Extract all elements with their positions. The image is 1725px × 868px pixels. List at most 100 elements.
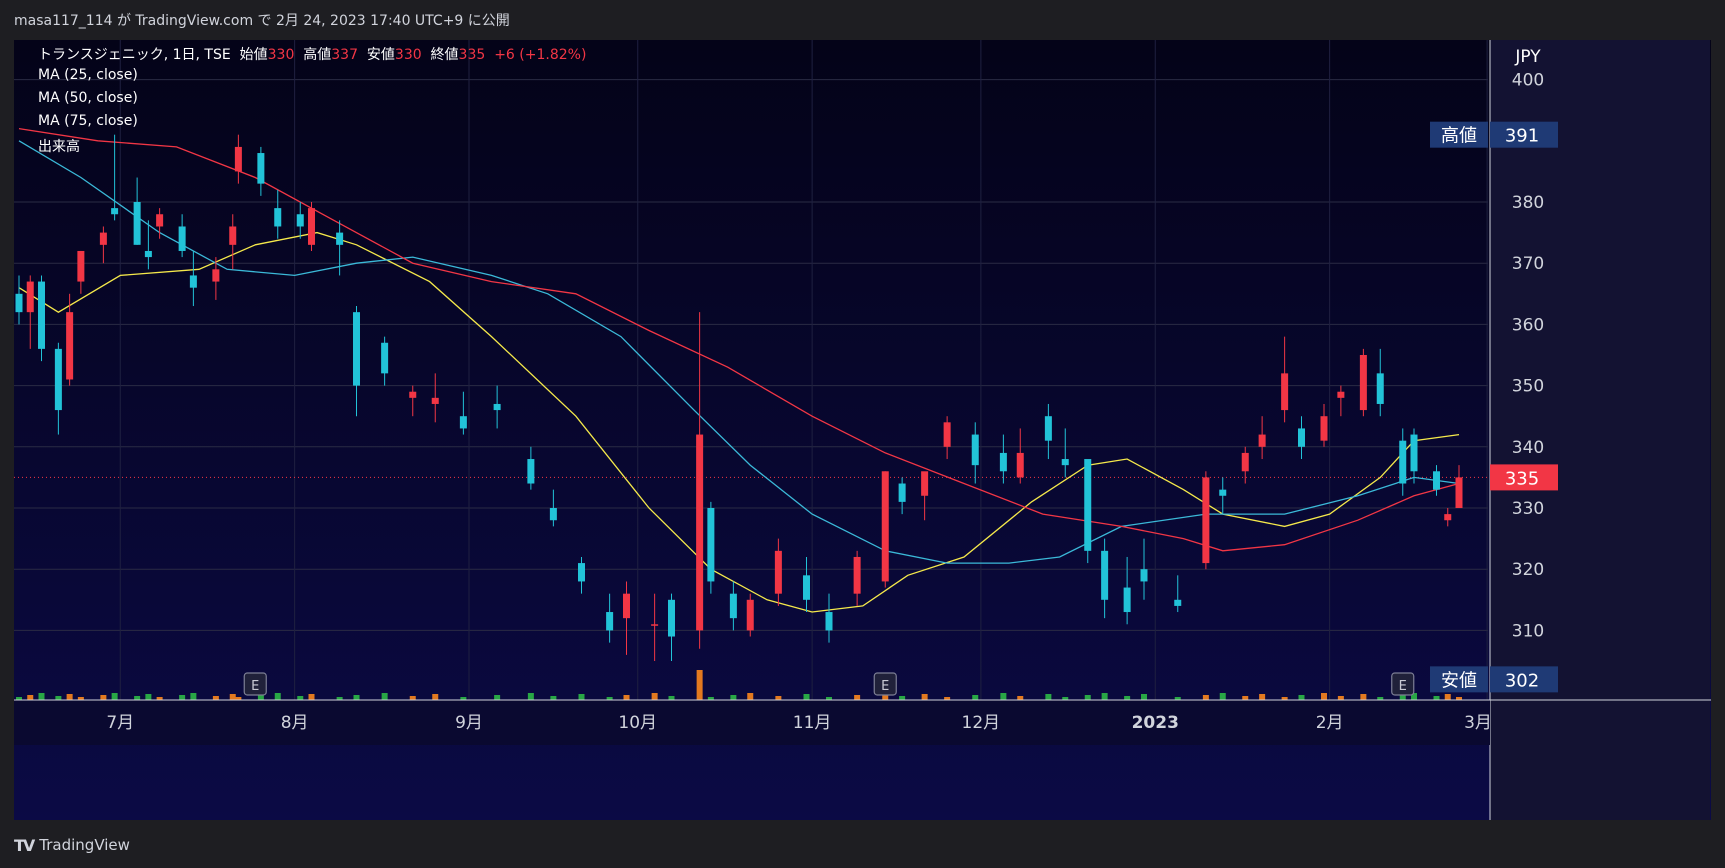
candle-body[interactable]	[1140, 569, 1148, 582]
volume-bar	[336, 697, 343, 700]
candle-body[interactable]	[133, 202, 141, 245]
volume-bar	[179, 695, 186, 700]
chart-panel[interactable]: E E E JPY 310 320 330 340 350 360 370 380 400 高値 391 安値…	[14, 40, 1711, 820]
candle-body[interactable]	[746, 599, 754, 631]
candle-body[interactable]	[1298, 428, 1305, 447]
volume-bar	[460, 697, 467, 700]
candle-body[interactable]	[623, 593, 630, 619]
volume-bar	[432, 694, 439, 700]
candle-body[interactable]	[1399, 440, 1407, 484]
candle-body[interactable]	[212, 269, 220, 282]
candle-body[interactable]	[549, 508, 557, 521]
volume-bar	[1084, 695, 1091, 700]
tradingview-footer[interactable]: TV TradingView	[14, 834, 130, 856]
candle-body[interactable]	[1123, 587, 1131, 613]
candle-body[interactable]	[1016, 452, 1024, 478]
candle-body[interactable]	[803, 575, 810, 600]
candle-body[interactable]	[999, 452, 1007, 472]
candle-body[interactable]	[578, 563, 585, 582]
candle-body[interactable]	[1376, 373, 1384, 404]
candle-body[interactable]	[189, 275, 197, 288]
candle-body[interactable]	[1359, 355, 1367, 411]
candle-body[interactable]	[898, 483, 906, 502]
candle-body[interactable]	[1444, 514, 1452, 521]
candle-body[interactable]	[1410, 434, 1418, 472]
earnings-marker-icon[interactable]	[1391, 672, 1415, 696]
candle-body[interactable]	[459, 416, 467, 429]
candle-body[interactable]	[26, 281, 34, 313]
candle-body[interactable]	[668, 599, 675, 637]
candle-body[interactable]	[527, 459, 535, 484]
candle-body[interactable]	[431, 397, 439, 404]
candle-body[interactable]	[825, 612, 833, 631]
price-axis-panel[interactable]	[1490, 40, 1710, 820]
candle-body[interactable]	[1219, 489, 1227, 496]
candle-body[interactable]	[1044, 416, 1052, 441]
legend-low-value: 330	[394, 47, 422, 63]
candle-body[interactable]	[1084, 459, 1092, 551]
volume-bar	[134, 696, 141, 700]
volume-bar	[297, 696, 304, 700]
candle-body[interactable]	[336, 232, 344, 245]
candle-body[interactable]	[1281, 373, 1289, 411]
candle-body[interactable]	[1258, 434, 1266, 447]
earnings-marker-icon[interactable]	[873, 672, 897, 696]
low-price-tag-value: 302	[1505, 670, 1539, 691]
candle-body[interactable]	[66, 312, 74, 380]
candle-body[interactable]	[1241, 452, 1249, 472]
candle-body[interactable]	[707, 508, 715, 582]
candle-body[interactable]	[274, 208, 282, 227]
candle-body[interactable]	[178, 226, 186, 251]
candle-body[interactable]	[881, 471, 889, 582]
price-chart-svg[interactable]: E E E JPY 310 320 330 340 350 360 370 380 400 高値 391 安値…	[14, 40, 1711, 820]
candle-body[interactable]	[1061, 459, 1069, 466]
candle-body[interactable]	[1320, 416, 1328, 441]
legend-volume[interactable]: 出来高	[38, 139, 80, 155]
candle-body[interactable]	[1202, 477, 1210, 564]
x-tick-label: 2月	[1316, 713, 1344, 733]
candle-body[interactable]	[296, 214, 304, 227]
candle-body[interactable]	[38, 281, 45, 349]
time-axis-panel[interactable]	[14, 700, 1490, 745]
high-price-tag-label-bg	[1430, 121, 1488, 148]
candle-body[interactable]	[606, 612, 614, 631]
candle-body[interactable]	[853, 556, 861, 594]
candle-body[interactable]	[493, 403, 501, 411]
candle-body[interactable]	[1433, 471, 1440, 490]
candle-body[interactable]	[111, 208, 119, 215]
candle-body[interactable]	[651, 624, 659, 626]
candle-body[interactable]	[99, 232, 107, 245]
candle-body[interactable]	[943, 422, 951, 447]
candle-body[interactable]	[54, 348, 62, 411]
candle-body[interactable]	[15, 293, 23, 313]
candle-body[interactable]	[257, 153, 265, 184]
volume-bar	[668, 696, 675, 700]
candle-body[interactable]	[144, 250, 152, 258]
legend-ma50[interactable]: MA (50, close)	[38, 90, 138, 106]
candle-body[interactable]	[971, 434, 979, 466]
candle-body[interactable]	[381, 342, 389, 374]
candle-body[interactable]	[308, 208, 315, 245]
candle-body[interactable]	[774, 550, 782, 594]
candle-body[interactable]	[409, 391, 417, 398]
candle-body[interactable]	[696, 434, 704, 631]
candle-body[interactable]	[156, 214, 164, 227]
candle-body[interactable]	[1337, 391, 1345, 398]
candle-body[interactable]	[77, 250, 85, 282]
earnings-marker-icon[interactable]	[243, 672, 267, 696]
legend-open-label: 始値	[239, 47, 268, 63]
candle-body[interactable]	[1174, 599, 1182, 606]
volume-bar	[1377, 697, 1384, 700]
candle-body[interactable]	[729, 593, 737, 619]
volume-bar	[826, 697, 832, 700]
volume-bar	[1433, 696, 1440, 700]
volume-bar	[1124, 696, 1131, 700]
candle-body[interactable]	[353, 312, 360, 386]
candle-body[interactable]	[1101, 550, 1109, 600]
legend-ma75[interactable]: MA (75, close)	[38, 113, 138, 129]
candle-body[interactable]	[921, 471, 929, 496]
legend-ma25[interactable]: MA (25, close)	[38, 67, 138, 83]
candle-body[interactable]	[229, 226, 237, 245]
candle-body[interactable]	[1455, 477, 1463, 508]
candle-body[interactable]	[234, 146, 242, 172]
